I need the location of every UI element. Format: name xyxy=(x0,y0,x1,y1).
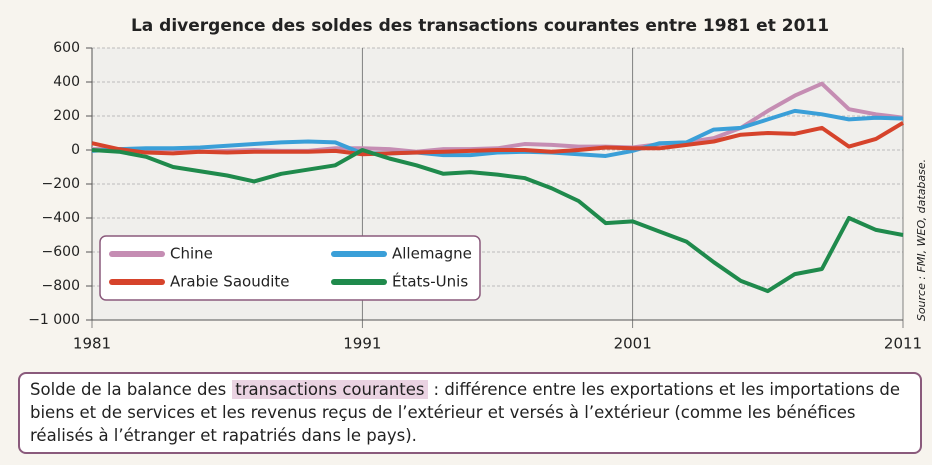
y-tick-label: −200 xyxy=(42,176,80,192)
chart-title: La divergence des soldes des transaction… xyxy=(131,16,829,36)
y-tick-label: −600 xyxy=(42,244,80,260)
series-line xyxy=(91,108,904,158)
y-tick-label: −1 000 xyxy=(28,312,80,328)
caption-text: Solde de la balance des xyxy=(30,380,227,399)
y-tick-label: −400 xyxy=(42,210,80,226)
series-line xyxy=(91,121,905,157)
caption: Solde de la balance des transactions cour… xyxy=(18,372,922,454)
x-tick-label: 1981 xyxy=(73,335,111,353)
y-tick-label: 200 xyxy=(53,108,80,124)
y-tick-label: 0 xyxy=(71,142,80,158)
legend-label: Allemagne xyxy=(392,245,472,263)
x-tick-label: 1991 xyxy=(343,335,381,353)
x-tick-label: 2001 xyxy=(614,335,652,353)
legend-label: Chine xyxy=(170,245,213,263)
legend-label: États-Unis xyxy=(392,272,468,291)
caption-term: transactions courantes xyxy=(232,380,428,399)
y-tick-label: 600 xyxy=(53,40,80,56)
x-tick-label: 2011 xyxy=(884,335,922,353)
series-line xyxy=(91,148,904,294)
caption-text: : différence entre les exportations et l… xyxy=(30,380,900,445)
y-tick-label: −800 xyxy=(42,278,80,294)
chart: La divergence des soldes des transaction… xyxy=(28,16,928,353)
legend-label: Arabie Saoudite xyxy=(170,273,290,291)
y-tick-label: 400 xyxy=(53,74,80,90)
source: Source : FMI, WEO, database. xyxy=(915,159,928,321)
